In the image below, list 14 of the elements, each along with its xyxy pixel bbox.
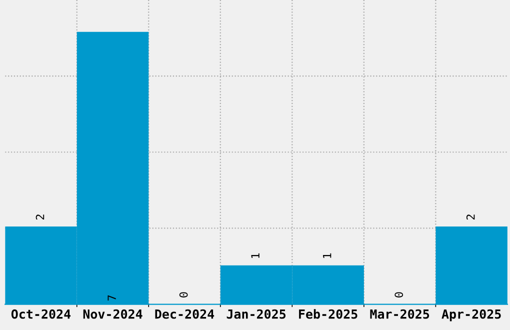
data-label: 0 (179, 292, 188, 298)
data-label: 7 (108, 295, 116, 300)
x-tick-label: Dec-2024 (155, 309, 214, 319)
x-tick-label: Feb-2025 (299, 309, 358, 319)
x-tick-label: Apr-2025 (442, 309, 501, 322)
data-label: 1 (323, 253, 332, 258)
x-tick-label: Nov-2024 (83, 309, 142, 319)
data-label: 1 (251, 253, 260, 258)
x-tick-label: Jan-2025 (226, 309, 286, 319)
x-tick-label: Oct-2024 (11, 309, 71, 319)
data-label: 0 (394, 292, 404, 298)
data-label: 2 (36, 214, 44, 220)
data-label: 2 (466, 214, 475, 220)
x-tick-label: Mar-2025 (370, 309, 430, 319)
